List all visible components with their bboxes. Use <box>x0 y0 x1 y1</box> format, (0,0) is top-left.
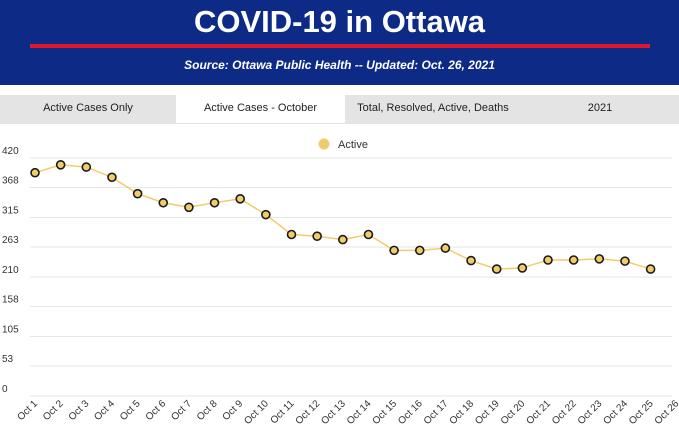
data-point <box>261 209 271 220</box>
data-point <box>158 197 169 208</box>
tab-active-cases-october[interactable]: Active Cases - October <box>176 95 345 123</box>
tab-total-resolved-active-deaths[interactable]: Total, Resolved, Active, Deaths <box>357 102 509 114</box>
x-tick-label: Oct 26 <box>653 398 679 427</box>
page-title: COVID-19 in Ottawa <box>193 4 486 39</box>
legend[interactable]: Active <box>318 138 368 152</box>
data-point <box>389 245 399 256</box>
x-axis-ticks: Oct 1 Oct 2 Oct 3 Oct 4 Oct 5 Oct 6 Oct 7 Oct 8… <box>15 398 679 427</box>
legend-marker <box>318 138 330 150</box>
x-tick-label: Oct 13 <box>319 398 348 427</box>
title-underline <box>30 44 650 48</box>
tab-bar: Active Cases Only Active Cases - October… <box>0 95 679 123</box>
x-tick-label: Oct 5 <box>118 398 143 423</box>
data-point <box>517 263 528 273</box>
series-points <box>30 159 656 274</box>
x-tick-label: Oct 12 <box>294 398 323 427</box>
data-point <box>30 167 40 178</box>
x-tick-label: Oct 11 <box>269 398 297 426</box>
x-tick-label: Oct 14 <box>345 398 374 427</box>
x-tick-label: Oct 8 <box>195 398 220 423</box>
x-tick-label: Oct 24 <box>601 398 630 427</box>
y-tick-label: 263 <box>2 235 19 246</box>
x-tick-label: Oct 20 <box>499 398 528 427</box>
x-tick-label: Oct 17 <box>422 398 451 427</box>
x-tick-label: Oct 25 <box>627 398 656 427</box>
page-subtitle: Source: Ottawa Public Health -- Updated:… <box>184 58 495 72</box>
data-point <box>235 194 245 204</box>
data-point <box>132 188 143 199</box>
y-tick-label: 105 <box>2 325 19 336</box>
data-point <box>543 255 553 265</box>
x-tick-label: Oct 21 <box>525 398 554 427</box>
x-tick-label: Oct 15 <box>371 398 400 427</box>
x-tick-label: Oct 1 <box>15 398 40 423</box>
data-point <box>55 159 66 170</box>
data-point <box>594 254 605 264</box>
active-cases-line-chart: 0 53 105 158 210 263 315 368 420 Oct 1 Oct 2 Oct 3… <box>2 138 679 427</box>
y-tick-label: 368 <box>2 175 19 186</box>
series-line <box>34 164 651 270</box>
x-tick-label: Oct 16 <box>396 398 425 427</box>
x-tick-label: Oct 2 <box>41 398 66 423</box>
active-series-line <box>34 164 651 270</box>
tab-divider <box>0 123 679 124</box>
data-point <box>184 202 194 213</box>
tab-active-cases-only[interactable]: Active Cases Only <box>43 102 133 114</box>
x-tick-label: Oct 3 <box>67 398 92 423</box>
x-tick-label: Oct 6 <box>144 398 169 423</box>
x-tick-label: Oct 7 <box>169 398 194 423</box>
x-tick-label: Oct 4 <box>92 398 117 423</box>
x-tick-label: Oct 19 <box>473 398 502 427</box>
x-tick-label: Oct 18 <box>448 398 477 427</box>
y-tick-label: 315 <box>2 206 19 217</box>
x-tick-label: Oct 10 <box>242 398 271 427</box>
data-point <box>645 264 656 274</box>
y-tick-label: 210 <box>2 265 19 276</box>
data-point <box>363 229 374 240</box>
data-point <box>107 172 117 183</box>
data-point <box>81 162 92 172</box>
data-point <box>286 229 297 240</box>
y-tick-label: 158 <box>2 294 19 305</box>
legend-label: Active <box>338 139 368 151</box>
data-point <box>491 264 502 274</box>
x-tick-label: Oct 23 <box>576 398 605 427</box>
data-point <box>620 256 630 266</box>
data-point <box>440 243 451 253</box>
y-axis-ticks: 0 53 105 158 210 263 315 368 420 <box>2 146 19 395</box>
data-point <box>312 231 322 241</box>
data-point <box>466 255 476 266</box>
data-point <box>414 245 425 256</box>
header-banner: COVID-19 in Ottawa Source: Ottawa Public… <box>0 0 679 85</box>
tab-2021[interactable]: 2021 <box>587 102 613 114</box>
y-tick-label: 420 <box>2 146 19 157</box>
y-tick-label: 0 <box>2 384 8 395</box>
x-tick-label: Oct 22 <box>550 398 579 427</box>
data-point <box>337 234 348 245</box>
data-point <box>209 197 220 208</box>
grid-lines <box>30 157 672 397</box>
data-point <box>568 255 579 265</box>
y-tick-label: 53 <box>2 354 14 365</box>
